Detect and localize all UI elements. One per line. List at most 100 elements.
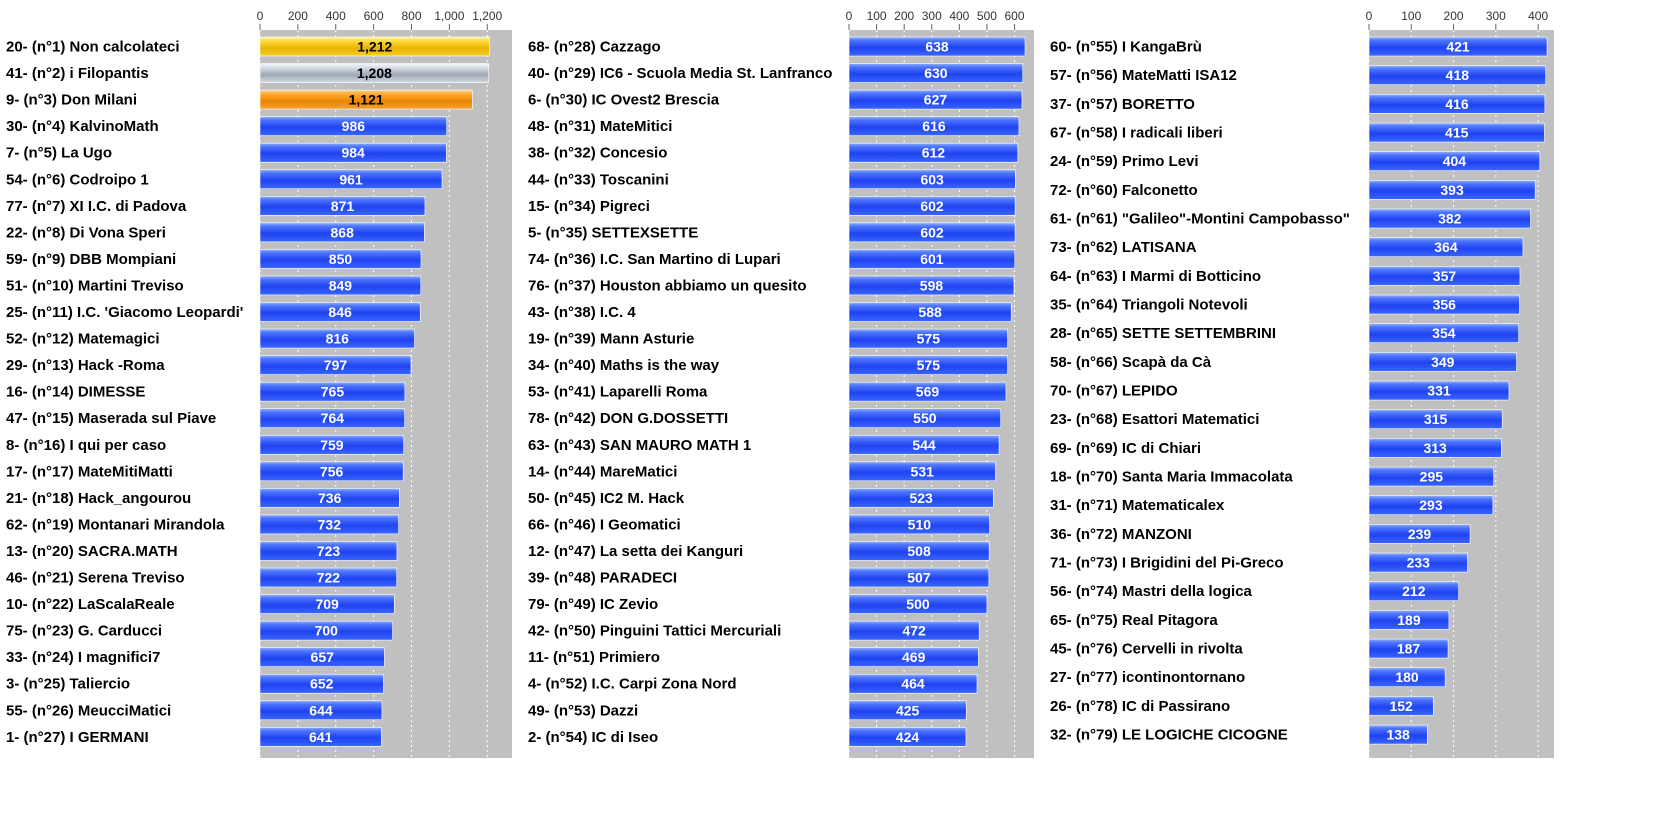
data-label: 416 (1445, 96, 1469, 112)
category-label: 26- (n°78) IC di Passirano (1050, 698, 1230, 715)
category-label: 55- (n°26) MeucciMatici (6, 702, 171, 719)
bar (1368, 466, 1495, 487)
data-label: 723 (317, 543, 341, 559)
bar (259, 488, 400, 508)
bar (848, 673, 978, 694)
category-label: 72- (n°60) Falconetto (1050, 182, 1198, 199)
data-label: 709 (315, 596, 339, 612)
category-label: 21- (n°18) Hack_angourou (6, 490, 191, 507)
category-label: 40- (n°29) IC6 - Scuola Media St. Lanfra… (528, 65, 832, 82)
data-label: 531 (911, 463, 935, 479)
data-label: 846 (328, 304, 352, 320)
data-label: 759 (320, 437, 344, 453)
category-label: 2- (n°54) IC di Iseo (528, 729, 658, 746)
data-label: 630 (924, 65, 948, 81)
tick-label: 400 (1528, 9, 1548, 23)
category-label: 65- (n°75) Real Pitagora (1050, 612, 1218, 629)
category-label: 67- (n°58) I radicali liberi (1050, 125, 1223, 142)
category-label: 50- (n°45) IC2 M. Hack (528, 490, 685, 507)
category-label: 41- (n°2) i Filopantis (6, 65, 149, 82)
data-label: 510 (908, 516, 932, 532)
data-label: 313 (1423, 440, 1447, 456)
tick-label: 400 (949, 9, 969, 23)
tick-label: 200 (288, 9, 308, 23)
data-label: 756 (320, 463, 344, 479)
category-label: 1- (n°27) I GERMANI (6, 729, 149, 746)
category-label: 49- (n°53) Dazzi (528, 702, 638, 719)
data-label: 850 (329, 251, 353, 267)
data-label: 418 (1446, 67, 1470, 83)
tick-label: 0 (846, 9, 853, 23)
bar (259, 169, 443, 190)
tick-label: 0 (257, 9, 264, 23)
tick-label: 200 (1444, 9, 1464, 23)
bar (259, 302, 421, 322)
category-label: 30- (n°4) KalvinoMath (6, 118, 159, 135)
bar (848, 541, 990, 561)
data-label: 871 (331, 198, 355, 214)
bar (1368, 724, 1428, 745)
bar (259, 89, 473, 110)
category-label: 34- (n°40) Maths is the way (528, 357, 720, 374)
bar (1368, 495, 1494, 516)
category-label: 17- (n°17) MateMitiMatti (6, 463, 173, 480)
category-label: 44- (n°33) Toscanini (528, 171, 669, 188)
bar (1368, 323, 1519, 344)
category-label: 62- (n°19) Montanari Mirandola (6, 516, 225, 533)
category-label: 22- (n°8) Di Vona Speri (6, 224, 166, 241)
tick-label: 100 (867, 9, 887, 23)
data-label: 424 (896, 729, 920, 745)
category-label: 43- (n°38) I.C. 4 (528, 304, 636, 321)
data-label: 233 (1407, 555, 1431, 571)
data-label: 732 (318, 516, 342, 532)
data-label: 601 (920, 251, 944, 267)
bar (259, 63, 490, 83)
data-label: 356 (1433, 297, 1457, 313)
category-label: 23- (n°68) Esattori Matematici (1050, 411, 1259, 428)
data-label: 331 (1427, 383, 1451, 399)
category-label: 51- (n°10) Martini Treviso (6, 277, 184, 294)
bar (1368, 696, 1434, 716)
bar (848, 461, 996, 482)
bar (259, 594, 395, 614)
category-label: 58- (n°66) Scapà da Cà (1050, 354, 1212, 371)
data-label: 421 (1446, 39, 1470, 55)
category-label: 19- (n°39) Mann Asturie (528, 331, 694, 348)
bar (848, 514, 990, 535)
data-label: 472 (902, 623, 926, 639)
data-label: 1,212 (357, 39, 392, 55)
bar (259, 408, 405, 429)
tick-label: 500 (977, 9, 997, 23)
bar (259, 196, 426, 216)
data-label: 500 (906, 596, 930, 612)
data-label: 293 (1419, 497, 1443, 513)
category-label: 35- (n°64) Triangoli Notevoli (1050, 297, 1248, 314)
data-label: 295 (1420, 469, 1444, 485)
category-label: 29- (n°13) Hack -Roma (6, 357, 165, 374)
data-label: 816 (326, 331, 350, 347)
bar (259, 700, 383, 721)
bar (1368, 352, 1517, 372)
category-label: 4- (n°52) I.C. Carpi Zona Nord (528, 676, 737, 693)
tick-label: 0 (1366, 9, 1373, 23)
data-label: 722 (317, 570, 341, 586)
bar (1368, 36, 1548, 57)
bar (848, 222, 1016, 243)
category-label: 71- (n°73) I Brigidini del Pi-Greco (1050, 555, 1284, 572)
data-label: 652 (310, 676, 334, 692)
bar (259, 116, 448, 136)
bar (1368, 438, 1502, 458)
bar (259, 328, 415, 349)
chart-panel-2: 0 100 200 300 400 500 600 68- (n°28) Cazzago 638… (528, 9, 1034, 758)
category-label: 5- (n°35) SETTEXSETTE (528, 224, 698, 241)
bar (848, 142, 1019, 163)
category-label: 76- (n°37) Houston abbiamo un quesito (528, 277, 807, 294)
category-label: 42- (n°50) Pinguini Tattici Mercuriali (528, 623, 781, 640)
data-label: 349 (1431, 354, 1455, 370)
category-label: 9- (n°3) Don Milani (6, 92, 137, 109)
bar (1368, 638, 1449, 659)
bar (1368, 180, 1536, 200)
category-label: 16- (n°14) DIMESSE (6, 384, 145, 401)
data-label: 984 (341, 145, 365, 161)
category-label: 61- (n°61) "Galileo"-Montini Campobasso" (1050, 211, 1350, 228)
